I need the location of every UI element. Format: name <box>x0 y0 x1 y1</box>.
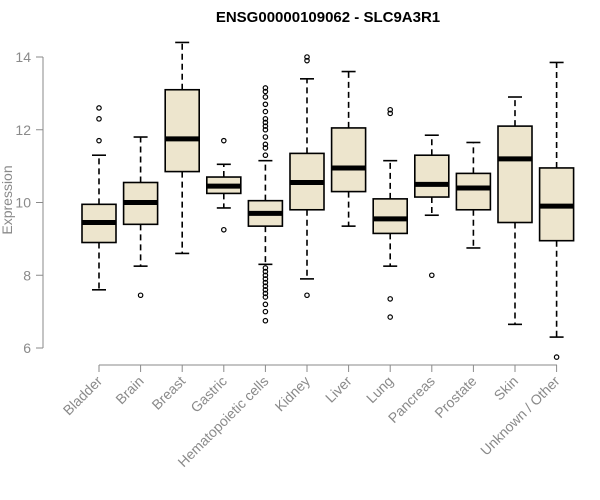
box-group <box>330 70 367 227</box>
outlier-point <box>262 290 269 297</box>
x-tick-label: Unknown / Other <box>477 373 563 459</box>
outlier-point <box>262 85 269 91</box>
outlier-point <box>262 94 269 100</box>
x-tick-label: Liver <box>322 373 355 406</box>
y-tick-label: 12 <box>15 122 31 138</box>
x-tick-label: Skin <box>491 373 522 404</box>
x-tick-label: Breast <box>148 373 188 413</box>
x-tick-label: Kidney <box>272 373 314 415</box>
outlier-point <box>387 314 394 320</box>
box-group <box>247 85 284 324</box>
outlier-point <box>262 286 269 293</box>
outlier-point <box>262 308 269 315</box>
outlier-point <box>262 294 269 300</box>
box-group <box>206 137 242 233</box>
outlier-point <box>262 108 269 115</box>
outlier-point <box>553 354 560 360</box>
outlier-point <box>304 292 310 299</box>
outlier-point <box>387 106 394 113</box>
outlier-point <box>262 283 269 289</box>
outlier-point <box>262 317 269 324</box>
outlier-point <box>262 134 269 140</box>
box-group <box>497 96 533 326</box>
outlier-point <box>262 276 269 282</box>
box-group <box>372 106 409 320</box>
y-tick-label: 8 <box>23 267 31 283</box>
box-group <box>413 134 450 279</box>
outlier-point <box>262 268 269 275</box>
outlier-point <box>262 152 269 159</box>
outlier-point <box>262 123 269 129</box>
outlier-point <box>96 116 102 122</box>
box-iqr <box>372 198 409 235</box>
outlier-point <box>428 272 435 279</box>
outlier-point <box>387 110 394 117</box>
box-iqr <box>455 172 492 211</box>
y-tick-label: 10 <box>15 195 31 211</box>
outlier-point <box>221 226 227 233</box>
y-axis-label: Expression <box>0 165 15 234</box>
chart-title: ENSG00000109062 - SLC9A3R1 <box>216 9 440 26</box>
outlier-point <box>137 292 144 299</box>
outlier-point <box>262 88 269 95</box>
outlier-point <box>262 101 269 108</box>
outlier-point <box>262 265 269 271</box>
outlier-point <box>262 126 269 133</box>
y-tick-label: 14 <box>15 49 31 65</box>
box-group <box>289 54 325 299</box>
box-iqr <box>164 88 200 173</box>
x-tick-label: Prostate <box>431 373 479 421</box>
boxes <box>81 41 575 360</box>
outlier-point <box>304 54 310 60</box>
outlier-point <box>304 57 310 64</box>
outlier-point <box>262 116 269 122</box>
y-ticks: 6 8 10 12 14 <box>15 49 43 356</box>
outlier-point <box>96 105 102 111</box>
box-iqr <box>497 125 533 224</box>
outlier-point <box>262 279 269 286</box>
outlier-point <box>221 137 227 144</box>
outlier-point <box>262 301 269 308</box>
outlier-point <box>262 145 269 151</box>
box-group <box>81 105 117 291</box>
outlier-point <box>262 272 269 279</box>
outlier-point <box>262 119 269 126</box>
box-group <box>122 136 159 299</box>
box-iqr <box>413 154 450 198</box>
x-tick-label: Brain <box>112 373 146 407</box>
outlier-point <box>96 137 102 144</box>
box-group <box>538 61 575 360</box>
box-group <box>164 41 200 255</box>
x-tick-label: Bladder <box>60 373 106 419</box>
x-tick-label: Lung <box>363 373 396 406</box>
y-tick-label: 6 <box>23 340 31 356</box>
outlier-point <box>262 141 269 148</box>
box-iqr <box>330 127 367 193</box>
outlier-point <box>387 296 394 302</box>
box-group <box>455 141 492 249</box>
